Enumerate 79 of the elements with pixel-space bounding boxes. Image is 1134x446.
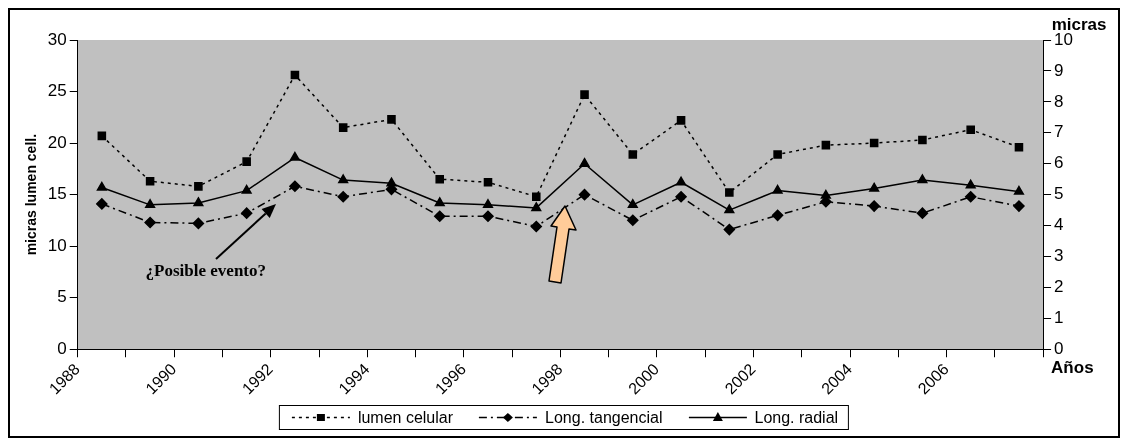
point <box>627 199 638 209</box>
point <box>771 209 784 222</box>
point <box>144 216 156 229</box>
point <box>724 204 735 214</box>
point <box>193 197 204 207</box>
y-tick-label: 10 <box>47 235 67 255</box>
x-axis-title: Años <box>1051 358 1094 378</box>
point <box>433 210 446 223</box>
point <box>241 184 252 194</box>
point <box>966 125 975 134</box>
point <box>773 150 782 159</box>
point <box>145 176 155 186</box>
point <box>240 207 253 219</box>
point <box>242 157 251 166</box>
y-tick-label: 20 <box>47 132 67 152</box>
point <box>675 191 687 203</box>
point <box>821 140 831 150</box>
point <box>628 150 638 159</box>
y2-tick-label: 8 <box>1054 91 1064 111</box>
point <box>579 157 590 167</box>
point <box>725 188 734 197</box>
point <box>337 191 349 203</box>
point <box>675 176 687 186</box>
point <box>96 198 108 210</box>
point <box>483 177 493 187</box>
annotation: ¿Posible evento? <box>145 260 267 281</box>
point <box>530 220 543 233</box>
point <box>192 217 205 230</box>
point <box>917 174 928 184</box>
point <box>916 207 929 219</box>
point <box>482 210 494 223</box>
point <box>531 192 541 201</box>
y-axis-title: micras lumen cell. <box>23 133 40 256</box>
y-tick-label: 30 <box>47 29 67 49</box>
y-tick-label: 15 <box>47 184 67 204</box>
point <box>96 181 107 191</box>
point <box>290 70 300 80</box>
point <box>338 123 348 132</box>
point <box>289 180 301 193</box>
legend-label: Long. radial <box>754 408 839 427</box>
point <box>772 184 783 194</box>
point <box>482 199 494 209</box>
point <box>627 214 639 227</box>
y2-tick-label: 7 <box>1054 122 1064 142</box>
point <box>869 182 880 192</box>
point <box>435 174 445 184</box>
point <box>1013 200 1025 212</box>
point <box>1013 185 1025 195</box>
point <box>434 197 445 207</box>
legend-label: Long. tangencial <box>545 408 663 427</box>
y2-tick-label: 2 <box>1054 277 1064 297</box>
y2-tick-label: 9 <box>1054 60 1064 80</box>
point <box>868 200 880 212</box>
y2-tick-label: 4 <box>1054 215 1064 235</box>
legend-label: lumen celular <box>357 408 454 427</box>
point <box>676 116 686 125</box>
y-tick-label: 25 <box>47 81 67 101</box>
point <box>289 151 300 161</box>
y2-tick-label: 5 <box>1054 184 1064 204</box>
point <box>338 174 349 184</box>
point <box>194 182 203 191</box>
point <box>580 90 589 99</box>
point <box>387 115 396 124</box>
point <box>578 188 591 201</box>
y2-tick-label: 0 <box>1054 338 1064 358</box>
point <box>964 191 977 203</box>
point <box>918 135 927 145</box>
point <box>531 202 542 212</box>
y2-tick-label: 6 <box>1054 153 1064 173</box>
y-tick-label: 5 <box>57 287 67 307</box>
point <box>97 131 107 141</box>
point <box>723 223 736 236</box>
point <box>1014 142 1024 152</box>
point <box>869 138 879 148</box>
y-tick-label: 0 <box>57 338 67 358</box>
point <box>965 179 976 189</box>
point <box>145 199 156 209</box>
y2-tick-label: 3 <box>1054 246 1064 266</box>
y2-tick-label: 1 <box>1054 308 1064 328</box>
